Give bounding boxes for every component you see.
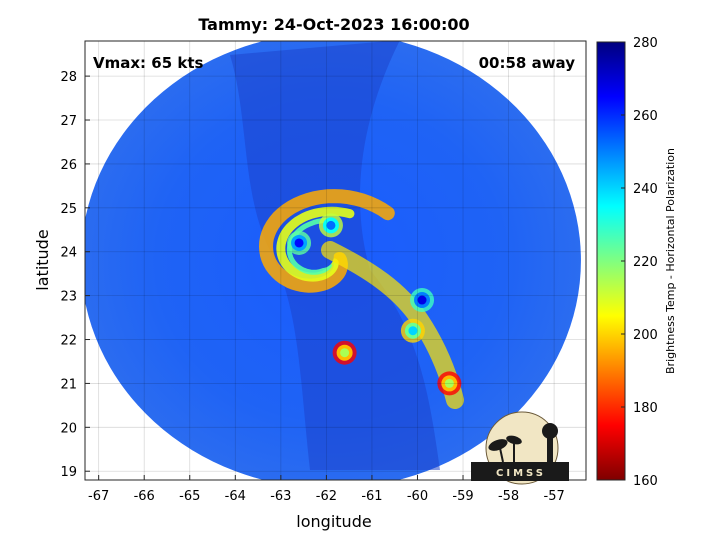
cold-cell-core-2 bbox=[417, 295, 427, 305]
xtick-label--65: -65 bbox=[179, 489, 200, 504]
cbtick-label-200: 200 bbox=[633, 328, 658, 343]
colorbar-ticks: 160 180 200 220 240 260 280 bbox=[621, 36, 658, 489]
cimss-logo: CIMSS bbox=[471, 411, 569, 485]
ytick-label-21: 21 bbox=[60, 377, 77, 392]
x-axis-label: longitude bbox=[296, 512, 371, 531]
cold-cell-core-0 bbox=[294, 238, 304, 248]
plot-frame bbox=[84, 40, 587, 481]
time-away-annotation: 00:58 away bbox=[479, 54, 576, 72]
grid bbox=[85, 41, 586, 480]
cbtick-label-160: 160 bbox=[633, 474, 658, 489]
xtick-label--59: -59 bbox=[452, 489, 473, 504]
ytick-label-25: 25 bbox=[60, 202, 77, 217]
rainband-1 bbox=[276, 206, 355, 282]
ytick-label-27: 27 bbox=[60, 114, 77, 129]
xtick-label--58: -58 bbox=[498, 489, 519, 504]
ytick-label-19: 19 bbox=[60, 465, 77, 480]
xtick-label--67: -67 bbox=[88, 489, 109, 504]
xtick-label--61: -61 bbox=[361, 489, 382, 504]
cbtick-label-280: 280 bbox=[633, 36, 658, 51]
cold-cell-core-1 bbox=[326, 220, 336, 230]
cold-cell-core-5 bbox=[444, 378, 454, 388]
xtick-label--60: -60 bbox=[407, 489, 428, 504]
xtick-label--62: -62 bbox=[316, 489, 337, 504]
xtick-label--57: -57 bbox=[544, 489, 565, 504]
cold-cell-core-3 bbox=[408, 326, 418, 336]
rainband-2 bbox=[286, 217, 332, 275]
x-axis-ticks: -67 -66 -65 -64 -63 -62 -61 -60 -59 -58 -57 bbox=[88, 475, 565, 504]
ytick-label-24: 24 bbox=[60, 246, 77, 261]
colorbar-gradient bbox=[596, 41, 626, 481]
cbtick-label-260: 260 bbox=[633, 109, 658, 124]
logo-text: CIMSS bbox=[496, 468, 546, 479]
xtick-label--64: -64 bbox=[225, 489, 246, 504]
ytick-label-22: 22 bbox=[60, 334, 77, 349]
cbtick-label-220: 220 bbox=[633, 255, 658, 270]
chart-title: Tammy: 24-Oct-2023 16:00:00 bbox=[198, 15, 469, 34]
colorbar-label: Brightness Temp - Horizontal Polarizatio… bbox=[664, 148, 677, 374]
plot-axes: -67 -66 -65 -64 -63 -62 -61 -60 -59 -58 -57 19 20 21… bbox=[60, 40, 587, 504]
colorbar: 160 180 200 220 240 260 280 Brightness Temp - … bbox=[596, 36, 677, 489]
ytick-label-20: 20 bbox=[60, 421, 77, 436]
vmax-annotation: Vmax: 65 kts bbox=[93, 54, 203, 72]
ytick-label-26: 26 bbox=[60, 158, 77, 173]
ytick-label-28: 28 bbox=[60, 70, 77, 85]
xtick-label--63: -63 bbox=[270, 489, 291, 504]
y-axis-ticks: 19 20 21 22 23 24 25 26 27 28 bbox=[60, 70, 90, 480]
cbtick-label-240: 240 bbox=[633, 182, 658, 197]
y-axis-label: latitude bbox=[33, 229, 52, 290]
microwave-swath bbox=[85, 41, 581, 480]
xtick-label--66: -66 bbox=[134, 489, 155, 504]
rainband-0 bbox=[258, 189, 395, 293]
cbtick-label-180: 180 bbox=[633, 401, 658, 416]
cold-cell-core-4 bbox=[340, 348, 350, 358]
ytick-label-23: 23 bbox=[60, 290, 77, 305]
